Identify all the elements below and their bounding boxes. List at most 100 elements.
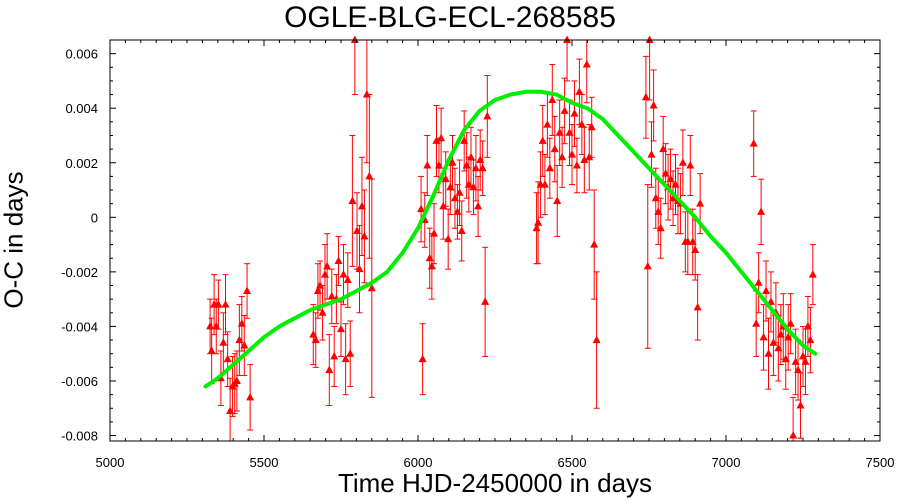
- point-marker: [789, 431, 798, 439]
- data-point: [686, 134, 695, 196]
- data-point: [483, 74, 492, 158]
- data-point: [441, 151, 450, 207]
- point-marker: [582, 60, 591, 68]
- point-marker: [481, 297, 490, 305]
- point-marker: [563, 35, 572, 43]
- point-marker: [446, 182, 455, 191]
- data-point: [444, 208, 453, 270]
- point-marker: [645, 35, 654, 43]
- data-point: [334, 235, 343, 287]
- y-tick-label: 0.006: [65, 47, 98, 62]
- point-marker: [545, 163, 554, 172]
- data-point: [572, 137, 581, 194]
- data-point: [243, 263, 252, 319]
- x-tick-label: 5000: [96, 455, 125, 470]
- data-point: [327, 268, 336, 325]
- data-point: [246, 364, 255, 431]
- data-point: [343, 252, 352, 308]
- point-marker: [570, 109, 579, 117]
- point-marker: [575, 87, 584, 95]
- data-point: [590, 189, 599, 300]
- data-point: [592, 271, 601, 409]
- point-marker: [219, 338, 228, 346]
- point-marker: [457, 226, 466, 234]
- point-marker: [346, 349, 355, 357]
- data-point: [221, 274, 230, 336]
- data-point: [341, 323, 350, 396]
- point-marker: [365, 171, 374, 180]
- x-tick-label: 7000: [712, 455, 741, 470]
- point-marker: [558, 152, 567, 161]
- data-point: [448, 134, 457, 191]
- y-tick-label: -0.008: [61, 429, 98, 444]
- data-point: [427, 233, 436, 300]
- point-marker: [240, 341, 249, 349]
- point-marker: [656, 223, 665, 232]
- point-marker: [801, 357, 810, 365]
- y-tick-label: 0: [91, 210, 98, 225]
- point-marker: [550, 144, 559, 153]
- point-marker: [339, 270, 348, 278]
- data-point: [457, 200, 466, 262]
- data-point: [466, 126, 475, 188]
- point-marker: [592, 335, 601, 344]
- x-tick-label: 6500: [558, 455, 587, 470]
- point-marker: [425, 253, 434, 262]
- data-point: [423, 134, 432, 196]
- data-point: [645, 35, 654, 101]
- point-marker: [423, 160, 432, 169]
- data-point: [678, 129, 687, 196]
- point-marker: [471, 163, 480, 172]
- x-axis-label: Time HJD-2450000 in days: [337, 468, 653, 498]
- data-point: [478, 140, 487, 196]
- point-marker: [686, 160, 695, 169]
- data-point: [580, 126, 589, 194]
- point-marker: [752, 319, 761, 327]
- point-marker: [318, 308, 327, 316]
- point-marker: [417, 204, 426, 213]
- x-tick-label: 6000: [404, 455, 433, 470]
- point-marker: [643, 261, 652, 270]
- point-marker: [749, 139, 758, 147]
- point-marker: [478, 163, 487, 172]
- data-point: [418, 323, 427, 396]
- point-marker: [330, 351, 339, 360]
- point-marker: [538, 136, 547, 144]
- data-point: [214, 279, 223, 330]
- point-marker: [786, 319, 795, 327]
- data-point: [337, 301, 345, 357]
- data-point: [693, 274, 702, 341]
- point-marker: [754, 278, 763, 286]
- point-marker: [474, 201, 483, 210]
- point-marker: [455, 188, 464, 196]
- point-marker: [587, 122, 596, 131]
- data-point: [474, 175, 483, 237]
- point-marker: [678, 158, 687, 166]
- point-marker: [348, 196, 357, 204]
- data-point: [643, 184, 652, 349]
- point-marker: [548, 95, 557, 104]
- point-marker: [585, 152, 594, 161]
- point-marker: [439, 201, 448, 210]
- data-point: [417, 175, 426, 243]
- data-point: [330, 325, 339, 387]
- point-marker: [757, 207, 766, 215]
- point-marker: [466, 152, 475, 161]
- data-point: [801, 328, 810, 396]
- point-marker: [207, 346, 216, 354]
- data-point: [425, 227, 434, 289]
- data-point: [350, 35, 359, 96]
- data-point: [649, 69, 658, 142]
- point-marker: [441, 174, 450, 183]
- data-point: [749, 110, 758, 177]
- point-marker: [560, 106, 569, 114]
- point-marker: [759, 332, 768, 341]
- data-point: [575, 58, 584, 126]
- data-point: [360, 189, 369, 284]
- data-point: [348, 134, 357, 267]
- chart-marks: [203, 35, 818, 442]
- chart-axes: 5000 5500 6000 6500 7000 7500 -0.008 -0.006 -0.0…: [61, 39, 894, 470]
- point-marker: [572, 160, 581, 169]
- data-point: [808, 244, 817, 306]
- point-marker: [320, 270, 329, 278]
